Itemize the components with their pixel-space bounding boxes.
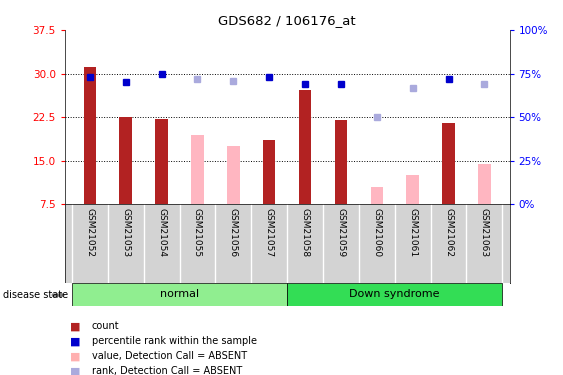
Text: GSM21061: GSM21061 — [408, 209, 417, 258]
Bar — [287, 283, 502, 306]
Text: GSM21063: GSM21063 — [480, 209, 489, 258]
Text: normal: normal — [160, 290, 199, 299]
Bar — [443, 123, 455, 204]
Bar — [263, 141, 275, 204]
Bar — [119, 117, 132, 204]
Bar — [406, 176, 419, 204]
Bar — [370, 187, 383, 204]
Text: ■: ■ — [70, 366, 81, 375]
Text: GSM21055: GSM21055 — [193, 209, 202, 258]
Text: ■: ■ — [70, 351, 81, 361]
Text: ■: ■ — [70, 336, 81, 346]
Text: GSM21058: GSM21058 — [301, 209, 310, 258]
Text: percentile rank within the sample: percentile rank within the sample — [92, 336, 257, 346]
Bar — [191, 135, 204, 204]
Bar — [155, 119, 168, 204]
Text: GSM21057: GSM21057 — [265, 209, 274, 258]
Text: count: count — [92, 321, 119, 331]
Text: disease state: disease state — [3, 290, 68, 300]
Text: ■: ■ — [70, 321, 81, 331]
Bar — [227, 146, 240, 204]
Bar — [83, 67, 96, 204]
Bar — [299, 90, 311, 204]
Text: GSM21053: GSM21053 — [121, 209, 130, 258]
Text: Down syndrome: Down syndrome — [350, 290, 440, 299]
Bar — [478, 164, 491, 204]
Bar — [334, 120, 347, 204]
Text: GSM21059: GSM21059 — [337, 209, 346, 258]
Bar — [72, 283, 287, 306]
Text: GSM21062: GSM21062 — [444, 209, 453, 257]
Text: rank, Detection Call = ABSENT: rank, Detection Call = ABSENT — [92, 366, 242, 375]
Text: GSM21052: GSM21052 — [86, 209, 95, 257]
Text: GSM21056: GSM21056 — [229, 209, 238, 258]
Text: GSM21054: GSM21054 — [157, 209, 166, 257]
Text: value, Detection Call = ABSENT: value, Detection Call = ABSENT — [92, 351, 247, 361]
Title: GDS682 / 106176_at: GDS682 / 106176_at — [218, 15, 356, 27]
Text: GSM21060: GSM21060 — [372, 209, 381, 258]
